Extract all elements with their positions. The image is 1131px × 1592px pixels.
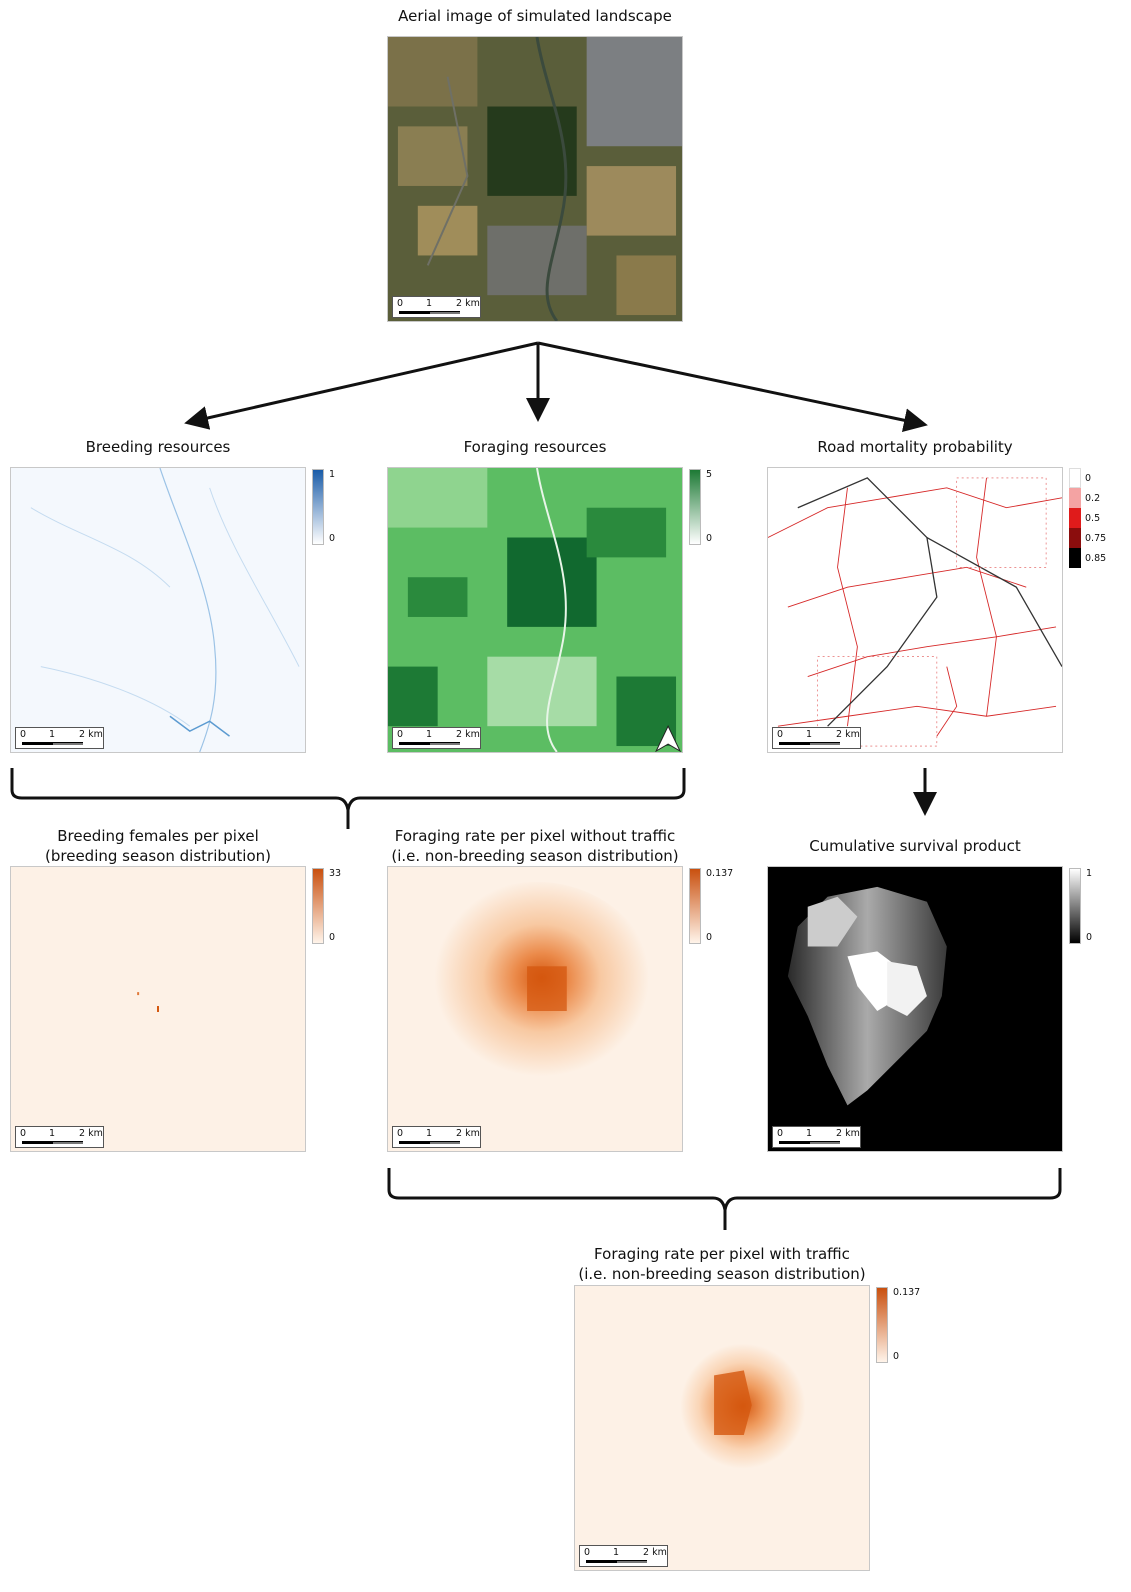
arrow-to-breeding: [184, 341, 539, 430]
scale-label-1: 1: [426, 298, 433, 309]
legend-forage-traffic-colorbar: [876, 1287, 888, 1363]
legend-females-min: 0: [329, 932, 336, 943]
scale-bar: 0 1 2 km: [392, 296, 481, 318]
scale-label-0: 0: [777, 1128, 784, 1139]
scale-label-1: 1: [806, 1128, 813, 1139]
title-breeding-females-line2: (breeding season distribution): [45, 847, 271, 865]
title-foraging-resources: Foraging resources: [463, 438, 607, 456]
scale-bar: 0 1 2 km: [15, 727, 104, 749]
cumulative-survival-map: 0 1 2 km: [767, 866, 1063, 1152]
legend-foraging-min: 0: [706, 533, 713, 544]
legend-forage-traffic-min: 0: [893, 1351, 900, 1362]
legend-road-swatch-0-75: [1069, 528, 1081, 548]
breeding-resources-map: 0 1 2 km: [10, 467, 306, 753]
title-foraging-no-traffic-line1: Foraging rate per pixel without traffic: [394, 827, 676, 845]
title-foraging-traffic-line2: (i.e. non-breeding season distribution): [578, 1265, 866, 1283]
legend-breeding-min: 0: [329, 533, 336, 544]
legend-forage-traffic-max: 0.137: [893, 1287, 921, 1298]
breeding-females-map: 0 1 2 km: [10, 866, 306, 1152]
scale-label-2km: 2 km: [456, 1128, 480, 1139]
title-foraging-traffic-line1: Foraging rate per pixel with traffic: [594, 1245, 850, 1263]
foraging-rate-no-traffic-map: 0 1 2 km: [387, 866, 683, 1152]
scale-label-0: 0: [397, 729, 404, 740]
scale-label-1: 1: [426, 1128, 433, 1139]
legend-forage-no-traffic-colorbar: [689, 868, 701, 944]
legend-road-swatch-0: [1069, 468, 1081, 488]
arrow-to-road: [537, 341, 928, 433]
legend-females-colorbar: [312, 868, 324, 944]
scale-label-1: 1: [426, 729, 433, 740]
scale-bar: 0 1 2 km: [772, 727, 861, 749]
scale-label-0: 0: [777, 729, 784, 740]
title-breeding-females-line1: Breeding females per pixel: [57, 827, 259, 845]
scale-label-2km: 2 km: [79, 729, 103, 740]
legend-survival-min: 0: [1086, 932, 1093, 943]
scale-bar: 0 1 2 km: [392, 1126, 481, 1148]
foraging-resources-map: 0 1 2 km: [387, 467, 683, 753]
legend-road-swatch-0-85: [1069, 548, 1081, 568]
title-road-mortality: Road mortality probability: [817, 438, 1013, 456]
legend-forage-no-traffic-min: 0: [706, 932, 713, 943]
scale-label-2km: 2 km: [836, 1128, 860, 1139]
scale-label-1: 1: [49, 729, 56, 740]
legend-foraging-max: 5: [706, 469, 713, 480]
scale-bar: 0 1 2 km: [772, 1126, 861, 1148]
title-aerial: Aerial image of simulated landscape: [398, 7, 672, 25]
scale-label-2km: 2 km: [456, 729, 480, 740]
scale-label-1: 1: [806, 729, 813, 740]
title-foraging-no-traffic-line2: (i.e. non-breeding season distribution): [391, 847, 679, 865]
legend-breeding-colorbar: [312, 469, 324, 545]
scale-label-0: 0: [397, 1128, 404, 1139]
brace-bottom: [387, 1168, 1062, 1230]
foraging-rate-with-traffic-map: 0 1 2 km: [574, 1285, 870, 1571]
scale-bar: 0 1 2 km: [392, 727, 481, 749]
aerial-map: 0 1 2 km: [387, 36, 683, 322]
legend-road-swatch-0-2: [1069, 488, 1081, 508]
scale-label-0: 0: [584, 1547, 591, 1558]
brace-top: [10, 768, 686, 829]
legend-females-max: 33: [329, 868, 342, 879]
scale-label-2km: 2 km: [836, 729, 860, 740]
scale-bar: 0 1 2 km: [15, 1126, 104, 1148]
legend-survival-colorbar: [1069, 868, 1081, 944]
road-mortality-map: 0 1 2 km: [767, 467, 1063, 753]
legend-foraging-colorbar: [689, 469, 701, 545]
scale-label-0: 0: [397, 298, 404, 309]
title-cumulative-survival: Cumulative survival product: [809, 837, 1021, 855]
title-breeding-resources: Breeding resources: [85, 438, 231, 456]
legend-road-label-0-85: 0.85: [1085, 553, 1107, 564]
scale-bar: 0 1 2 km: [579, 1545, 668, 1567]
legend-road-label-0-75: 0.75: [1085, 533, 1107, 544]
scale-label-1: 1: [613, 1547, 620, 1558]
legend-forage-no-traffic-max: 0.137: [706, 868, 734, 879]
legend-road-label-0: 0: [1085, 473, 1092, 484]
scale-label-2km: 2 km: [643, 1547, 667, 1558]
scale-label-2km: 2 km: [79, 1128, 103, 1139]
legend-road-swatch-0-5: [1069, 508, 1081, 528]
scale-label-1: 1: [49, 1128, 56, 1139]
legend-road-label-0-2: 0.2: [1085, 493, 1101, 504]
scale-label-2km: 2 km: [456, 298, 480, 309]
scale-label-0: 0: [20, 1128, 27, 1139]
legend-breeding-max: 1: [329, 469, 336, 480]
legend-road-label-0-5: 0.5: [1085, 513, 1101, 524]
scale-label-0: 0: [20, 729, 27, 740]
legend-survival-max: 1: [1086, 868, 1093, 879]
